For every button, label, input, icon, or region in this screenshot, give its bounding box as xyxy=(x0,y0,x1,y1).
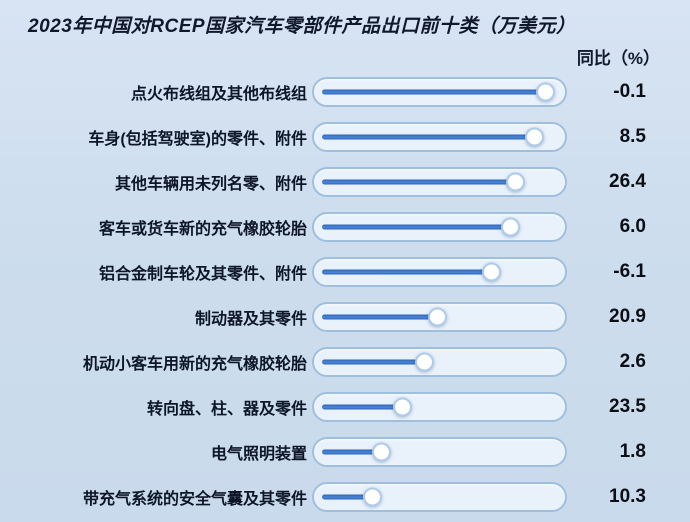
slider-knob[interactable] xyxy=(481,262,501,281)
chart-row: 点火布线组及其他布线组 -0.1 xyxy=(0,69,690,114)
slider-track xyxy=(322,314,438,319)
slider-knob[interactable] xyxy=(363,487,383,506)
chart-row: 转向盘、柱、器及零件 23.5 xyxy=(0,384,690,429)
slider-track xyxy=(322,404,404,409)
chart-row: 电气照明装置 1.8 xyxy=(0,429,690,474)
value-slider[interactable] xyxy=(312,301,567,332)
slider-knob[interactable] xyxy=(371,442,391,461)
yoy-value: 23.5 xyxy=(609,395,646,417)
yoy-value: 2.6 xyxy=(619,350,646,372)
category-label: 客车或货车新的充气橡胶轮胎 xyxy=(98,220,307,238)
slider-track xyxy=(322,224,512,229)
yoy-value: 20.9 xyxy=(609,305,646,327)
value-slider[interactable] xyxy=(312,211,567,242)
category-label: 转向盘、柱、器及零件 xyxy=(146,400,307,418)
category-label: 制动器及其零件 xyxy=(194,310,307,328)
slider-knob[interactable] xyxy=(525,127,545,146)
slider-track xyxy=(322,134,536,139)
yoy-value: 8.5 xyxy=(619,125,646,147)
category-label: 机动小客车用新的充气橡胶轮胎 xyxy=(82,355,307,373)
value-slider[interactable] xyxy=(312,436,567,467)
category-label: 车身(包括驾驶室)的零件、附件 xyxy=(88,130,307,148)
chart-title: 2023年中国对RCEP国家汽车零部件产品出口前十类（万美元） xyxy=(28,16,576,37)
yoy-value: 26.4 xyxy=(609,170,646,192)
rows-container: 点火布线组及其他布线组 -0.1 车身(包括驾驶室)的零件、附件 8.5 其他车… xyxy=(0,69,690,519)
slider-knob[interactable] xyxy=(535,82,555,101)
slider-knob[interactable] xyxy=(505,172,525,191)
chart-row: 车身(包括驾驶室)的零件、附件 8.5 xyxy=(0,114,690,159)
chart-row: 制动器及其零件 20.9 xyxy=(0,294,690,339)
chart-row: 铝合金制车轮及其零件、附件 -6.1 xyxy=(0,249,690,294)
category-label: 带充气系统的安全气囊及其零件 xyxy=(82,490,307,508)
slider-track xyxy=(322,449,382,454)
slider-track xyxy=(322,269,492,274)
value-slider[interactable] xyxy=(312,76,567,107)
yoy-value: 1.8 xyxy=(619,440,646,462)
chart-row: 客车或货车新的充气橡胶轮胎 6.0 xyxy=(0,204,690,249)
value-slider[interactable] xyxy=(312,166,567,197)
slider-track xyxy=(322,89,546,94)
slider-track xyxy=(322,359,425,364)
category-label: 铝合金制车轮及其零件、附件 xyxy=(98,265,307,283)
slider-track xyxy=(322,494,374,499)
category-label: 点火布线组及其他布线组 xyxy=(130,85,307,103)
chart-row: 带充气系统的安全气囊及其零件 10.3 xyxy=(0,474,690,519)
chart-row: 其他车辆用未列名零、附件 26.4 xyxy=(0,159,690,204)
value-slider[interactable] xyxy=(312,346,567,377)
slider-knob[interactable] xyxy=(414,352,434,371)
category-label: 其他车辆用未列名零、附件 xyxy=(114,175,307,193)
value-slider[interactable] xyxy=(312,391,567,422)
slider-knob[interactable] xyxy=(427,307,447,326)
category-label: 电气照明装置 xyxy=(210,445,307,463)
yoy-value: 6.0 xyxy=(619,215,646,237)
slider-knob[interactable] xyxy=(393,397,413,416)
yoy-value: 10.3 xyxy=(609,485,646,507)
chart-row: 机动小客车用新的充气橡胶轮胎 2.6 xyxy=(0,339,690,384)
value-slider[interactable] xyxy=(312,256,567,287)
slider-track xyxy=(322,179,516,184)
yoy-value: -0.1 xyxy=(613,80,646,102)
slider-knob[interactable] xyxy=(501,217,521,236)
value-slider[interactable] xyxy=(312,481,567,512)
value-column-header: 同比（%） xyxy=(576,49,660,68)
yoy-value: -6.1 xyxy=(613,260,646,282)
value-slider[interactable] xyxy=(312,121,567,152)
